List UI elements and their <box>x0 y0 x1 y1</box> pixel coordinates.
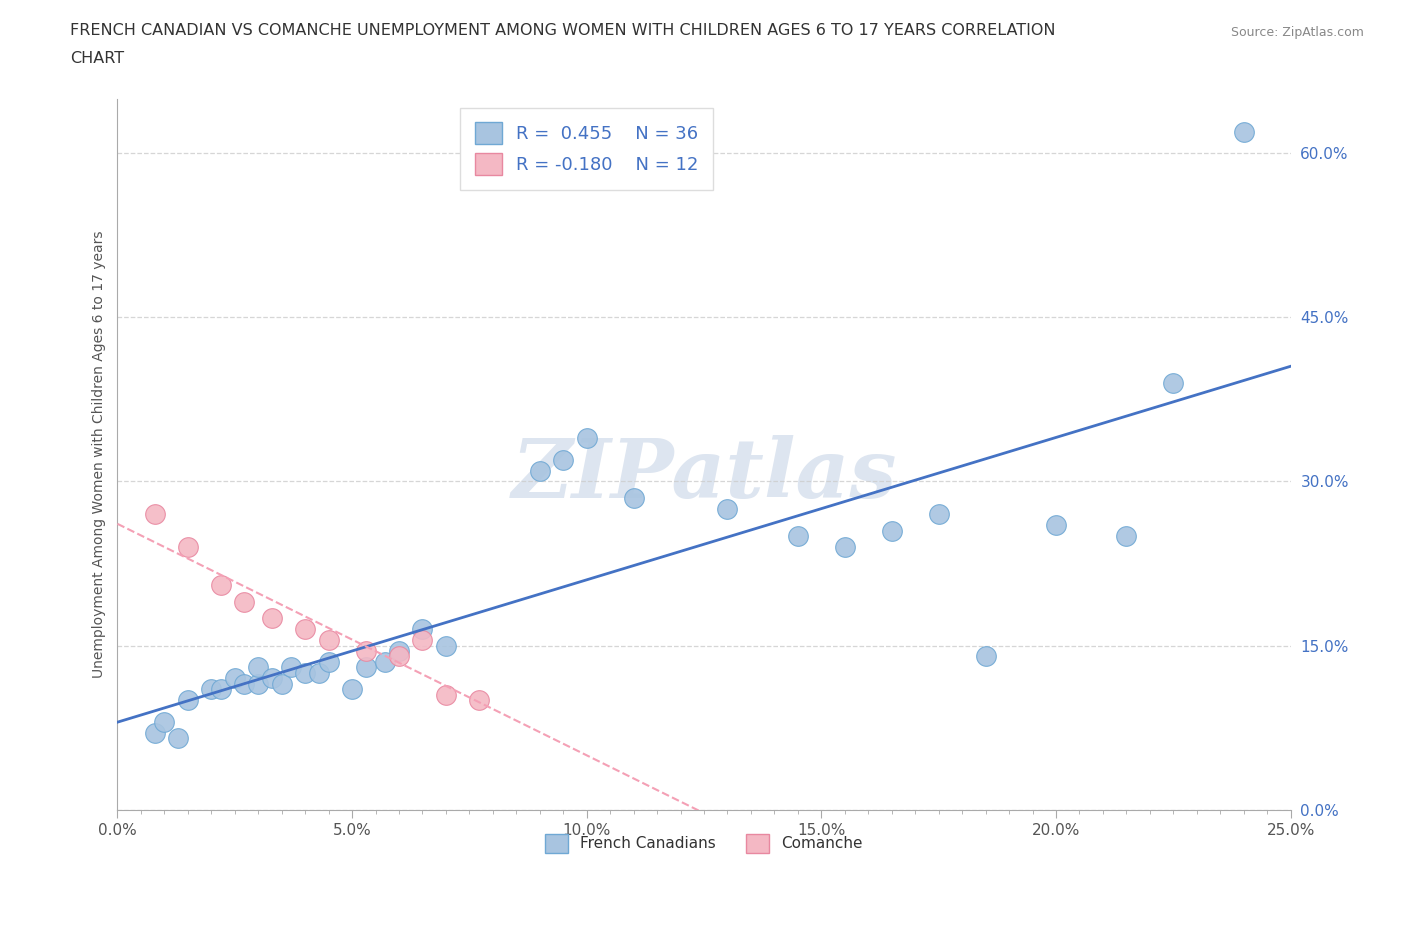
Point <box>974 649 997 664</box>
Point <box>233 594 256 609</box>
Point <box>374 655 396 670</box>
Point <box>623 490 645 505</box>
Point <box>224 671 246 685</box>
Point <box>468 693 491 708</box>
Point <box>143 507 166 522</box>
Point <box>262 671 284 685</box>
Point <box>280 660 302 675</box>
Point <box>340 682 363 697</box>
Point <box>575 431 598 445</box>
Point <box>177 539 200 554</box>
Point <box>153 714 176 729</box>
Point <box>1233 124 1256 139</box>
Point <box>529 463 551 478</box>
Point <box>270 676 292 691</box>
Point <box>233 676 256 691</box>
Point <box>247 676 270 691</box>
Point <box>928 507 950 522</box>
Point <box>318 655 340 670</box>
Text: CHART: CHART <box>70 51 124 66</box>
Text: Source: ZipAtlas.com: Source: ZipAtlas.com <box>1230 26 1364 39</box>
Point <box>167 731 190 746</box>
Legend: French Canadians, Comanche: French Canadians, Comanche <box>538 828 869 858</box>
Point <box>209 682 232 697</box>
Point <box>308 665 330 680</box>
Point <box>294 665 316 680</box>
Point <box>1115 529 1137 544</box>
Point <box>411 621 433 636</box>
Point <box>294 621 316 636</box>
Point <box>834 539 856 554</box>
Text: ZIPatlas: ZIPatlas <box>512 435 897 515</box>
Point <box>143 725 166 740</box>
Point <box>553 452 575 467</box>
Point <box>247 660 270 675</box>
Point <box>262 611 284 626</box>
Y-axis label: Unemployment Among Women with Children Ages 6 to 17 years: Unemployment Among Women with Children A… <box>93 231 107 678</box>
Point <box>200 682 222 697</box>
Point <box>1161 376 1184 391</box>
Point <box>209 578 232 592</box>
Point <box>177 693 200 708</box>
Text: FRENCH CANADIAN VS COMANCHE UNEMPLOYMENT AMONG WOMEN WITH CHILDREN AGES 6 TO 17 : FRENCH CANADIAN VS COMANCHE UNEMPLOYMENT… <box>70 23 1056 38</box>
Point <box>354 660 377 675</box>
Point <box>786 529 808 544</box>
Point <box>1045 518 1067 533</box>
Point <box>388 649 411 664</box>
Point <box>318 632 340 647</box>
Point <box>716 501 738 516</box>
Point <box>880 524 903 538</box>
Point <box>434 638 457 653</box>
Point <box>434 687 457 702</box>
Point <box>354 644 377 658</box>
Point <box>388 644 411 658</box>
Point <box>411 632 433 647</box>
